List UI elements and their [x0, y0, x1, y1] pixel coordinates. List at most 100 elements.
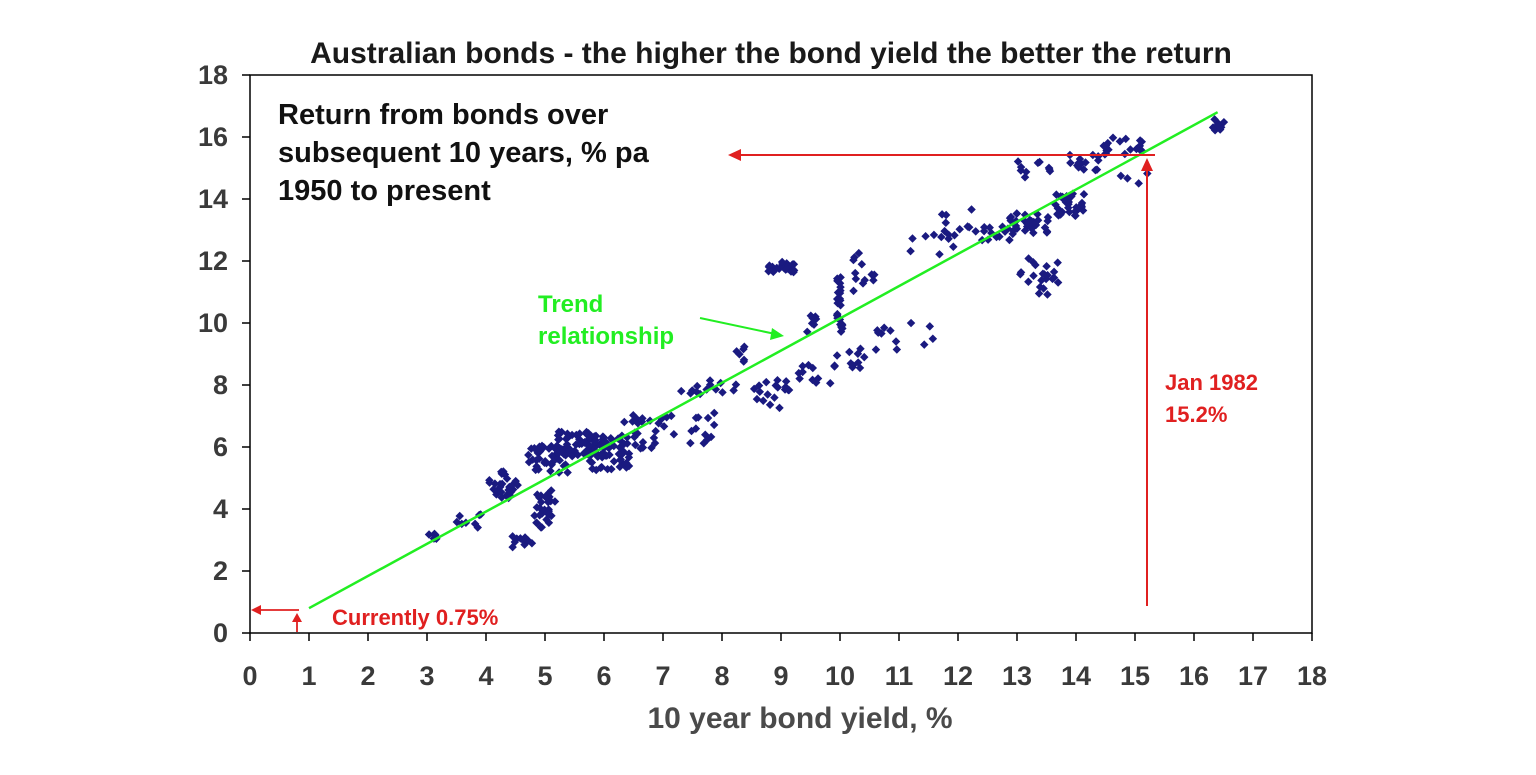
- data-point: [591, 465, 601, 475]
- data-point: [540, 458, 549, 468]
- inset-label-line-3: 1950 to present: [278, 175, 491, 207]
- x-tick-label: 0: [242, 661, 257, 691]
- data-point: [809, 320, 819, 329]
- data-point: [833, 309, 842, 319]
- data-point: [1038, 269, 1048, 279]
- data-point: [1029, 271, 1038, 280]
- data-point: [859, 352, 869, 362]
- x-tick-label: 4: [478, 661, 493, 691]
- data-point: [808, 313, 817, 323]
- data-point: [530, 511, 539, 520]
- data-point: [853, 358, 863, 367]
- x-axis-label: 10 year bond yield, %: [647, 702, 952, 735]
- data-point: [694, 413, 703, 422]
- data-point: [424, 530, 434, 539]
- data-point: [845, 347, 854, 357]
- data-point: [563, 468, 572, 477]
- data-point: [925, 322, 935, 331]
- data-point: [1039, 284, 1048, 293]
- data-point: [647, 443, 656, 453]
- data-point: [638, 414, 647, 423]
- data-point: [533, 490, 542, 499]
- data-point: [765, 261, 774, 270]
- x-tick-label: 12: [943, 661, 973, 691]
- data-point: [546, 466, 555, 476]
- trend-pointer-arrow: [699, 317, 781, 336]
- data-point: [830, 362, 839, 371]
- data-point: [870, 270, 879, 279]
- data-point: [603, 464, 612, 474]
- data-point: [575, 429, 584, 438]
- data-point: [524, 450, 533, 460]
- data-point: [534, 454, 544, 463]
- data-point: [798, 361, 807, 371]
- data-point: [497, 479, 507, 489]
- data-point: [879, 323, 889, 332]
- data-point: [667, 411, 676, 421]
- data-point: [928, 334, 938, 344]
- trend-pointer-arrowhead: [770, 328, 784, 340]
- data-point: [497, 487, 506, 497]
- data-point: [775, 403, 784, 413]
- data-point: [615, 462, 625, 472]
- data-point: [532, 503, 542, 512]
- data-point: [1048, 274, 1057, 284]
- data-point: [739, 355, 749, 365]
- data-point: [781, 377, 791, 386]
- data-point: [783, 261, 793, 271]
- x-tick-label: 14: [1061, 661, 1091, 691]
- data-point: [860, 275, 869, 285]
- data-point: [770, 393, 779, 402]
- y-tick-label: 16: [198, 122, 228, 152]
- data-point: [1037, 276, 1046, 285]
- data-point: [563, 432, 572, 442]
- data-point: [701, 430, 710, 439]
- data-point: [504, 485, 513, 495]
- data-point: [718, 388, 727, 397]
- trend-label-line-1: Trend: [538, 291, 603, 318]
- data-point: [531, 465, 540, 475]
- data-point: [703, 413, 713, 423]
- data-point: [1049, 267, 1059, 277]
- data-point: [740, 342, 749, 352]
- data-point: [1053, 278, 1063, 287]
- x-tick-label: 5: [537, 661, 552, 691]
- data-point: [562, 440, 572, 449]
- data-point: [555, 456, 564, 465]
- data-point: [857, 260, 867, 269]
- plot-area: [249, 74, 1313, 634]
- data-point: [849, 286, 858, 296]
- x-tick-label: 13: [1002, 661, 1032, 691]
- data-point: [508, 532, 517, 541]
- data-point: [837, 320, 847, 329]
- data-point: [808, 363, 818, 373]
- data-point: [669, 429, 679, 439]
- data-point: [502, 474, 512, 483]
- data-point: [1042, 262, 1051, 271]
- x-tick-label: 6: [596, 661, 611, 691]
- data-point: [886, 326, 895, 335]
- data-point: [752, 394, 762, 404]
- x-axis: 0 1 2 3 4 5 6 7 8 9 10 11 12 13 14 15 16 17 18: [242, 633, 1327, 691]
- x-tick-label: 2: [360, 661, 375, 691]
- x-tick-label: 11: [885, 661, 914, 691]
- data-point: [584, 441, 594, 451]
- data-point: [832, 294, 842, 304]
- data-point: [755, 387, 765, 397]
- y-tick-label: 12: [198, 246, 228, 276]
- data-point: [762, 377, 771, 387]
- data-point: [871, 345, 881, 354]
- data-point: [616, 455, 625, 464]
- y-tick-label: 2: [213, 556, 228, 586]
- data-point: [624, 453, 634, 462]
- data-point: [485, 476, 494, 485]
- data-point: [534, 446, 544, 455]
- data-point: [536, 497, 546, 507]
- data-point: [620, 417, 629, 427]
- data-point: [836, 286, 845, 295]
- data-point: [638, 443, 648, 452]
- x-tick-label: 7: [655, 661, 670, 691]
- y-axis: 0 2 4 6 8 10 12 14 16 18: [198, 60, 250, 648]
- data-point: [764, 267, 773, 276]
